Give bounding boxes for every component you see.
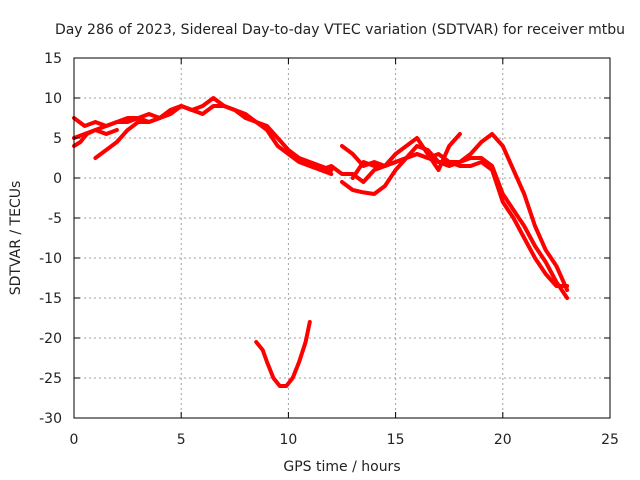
y-tick-label: 5 (53, 131, 62, 147)
x-tick-label: 10 (279, 432, 297, 448)
data-series (72, 96, 570, 388)
x-tick-label: 5 (177, 432, 186, 448)
series-line-track-2 (72, 104, 334, 172)
y-tick-label: -5 (48, 211, 62, 227)
x-tick-label: 15 (387, 432, 405, 448)
y-tick-label: 0 (53, 171, 62, 187)
y-tick-label: -15 (39, 291, 62, 307)
y-tick-label: 10 (44, 91, 62, 107)
y-tick-label: 15 (44, 51, 62, 67)
x-axis-label: GPS time / hours (283, 459, 400, 475)
y-tick-label: -30 (39, 411, 62, 427)
series-line-track-4 (72, 128, 119, 140)
series-line-track-8 (350, 132, 462, 180)
y-tick-label: -25 (39, 371, 62, 387)
series-line-track-5 (318, 152, 570, 300)
y-tick-label: -10 (39, 251, 62, 267)
series-line-track-1 (72, 96, 334, 176)
axis-ticks: 0 5 10 15 20 25 -30 -25 -20 -15 -10 -5 0 5 10 15 (39, 51, 619, 448)
chart-title: Day 286 of 2023, Sidereal Day-to-day VTE… (55, 22, 625, 38)
y-axis-label: SDTVAR / TECUs (8, 181, 24, 296)
x-tick-label: 20 (494, 432, 512, 448)
series-line-track-6 (340, 132, 570, 292)
series-line-track-9 (254, 320, 312, 388)
x-tick-label: 25 (601, 432, 619, 448)
x-tick-label: 0 (70, 432, 79, 448)
series-line-track-3 (93, 104, 194, 160)
y-tick-label: -20 (39, 331, 62, 347)
plot-frame (73, 57, 611, 419)
